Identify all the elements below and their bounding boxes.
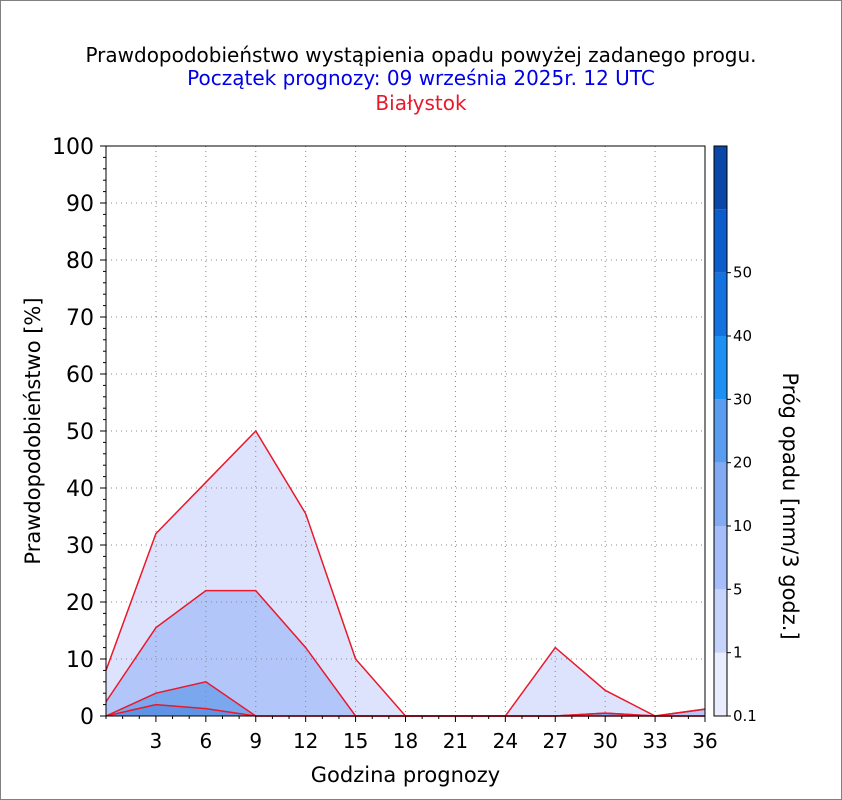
colorbar-tick-label: 5 [733,580,743,598]
colorbar-ticks: 0.1 1 5 10 20 30 40 50 [727,264,757,725]
colorbar-band [714,526,727,590]
y-tick-label: 60 [66,363,94,388]
colorbar-band [714,399,727,463]
colorbar-band [714,589,727,653]
colorbar-band [714,462,727,526]
colorbar-label: Próg opadu [mm/3 godz.] [778,372,802,639]
colorbar-tick-label: 30 [733,390,752,408]
colorbar-band [714,272,727,336]
colorbar-border [713,145,728,717]
y-tick-label: 10 [66,648,94,673]
y-tick-label: 40 [66,477,94,502]
x-tick-label: 6 [199,729,212,753]
grid-lines [106,146,705,716]
x-tick-label: 33 [642,729,667,753]
colorbar-band [714,209,727,273]
chart-title: Prawdopodobieństwo wystąpienia opadu pow… [85,43,757,67]
y-axis-ticks: 0 10 20 30 40 50 60 70 80 90 100 [52,135,106,730]
chart-subtitle: Początek prognozy: 09 września 2025r. 12… [187,66,655,90]
x-axis-label: Godzina prognozy [311,763,500,787]
y-tick-label: 30 [66,534,94,559]
y-tick-label: 80 [66,249,94,274]
colorbar-tick-label: 10 [733,517,752,535]
y-tick-label: 70 [66,306,94,331]
colorbar-band [714,146,727,210]
x-tick-label: 24 [493,729,518,753]
x-tick-label: 9 [249,729,262,753]
colorbar-tick-label: 20 [733,454,752,472]
y-tick-label: 0 [80,705,94,730]
colorbar-band [714,336,727,400]
x-tick-label: 18 [393,729,418,753]
y-tick-label: 50 [66,420,94,445]
x-tick-label: 36 [692,729,717,753]
x-tick-label: 12 [293,729,318,753]
station-name: Białystok [375,91,467,115]
colorbar-tick-label: 50 [733,264,752,282]
x-axis-ticks: 3 6 9 12 15 18 21 24 27 30 33 36 [105,716,718,753]
y-axis-label: Prawdopodobieństwo [%] [21,297,45,564]
colorbar-tick-label: 0.1 [733,707,757,725]
x-tick-label: 15 [343,729,368,753]
area-series-group [106,431,705,716]
colorbar-tick-label: 1 [733,644,743,662]
y-tick-label: 100 [52,135,94,160]
y-tick-label: 20 [66,591,94,616]
x-tick-label: 21 [443,729,468,753]
colorbar-band [714,652,727,716]
colorbar-tick-label: 40 [733,327,752,345]
y-tick-label: 90 [66,192,94,217]
colorbar [713,145,728,717]
x-tick-label: 30 [592,729,617,753]
x-tick-label: 3 [150,729,163,753]
x-tick-label: 27 [543,729,568,753]
